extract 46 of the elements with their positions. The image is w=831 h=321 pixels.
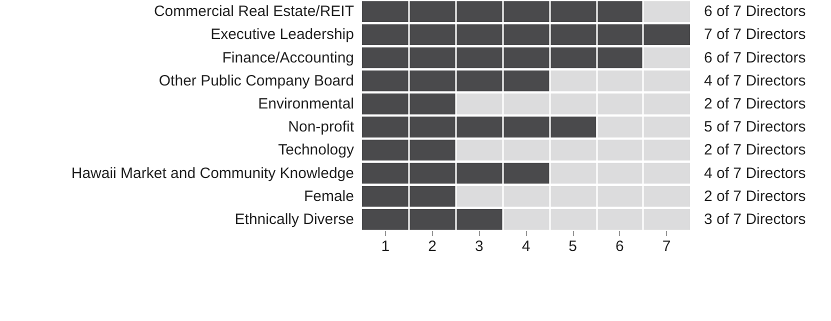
data-label: 5 of 7 Directors (704, 118, 806, 136)
bar (362, 70, 550, 92)
data-label: 6 of 7 Directors (704, 49, 806, 66)
bar (362, 1, 644, 22)
bar (362, 140, 456, 161)
bar (362, 24, 690, 46)
y-tick-label: Female (304, 188, 354, 205)
data-label: 7 of 7 Directors (704, 26, 806, 44)
x-tick-label: 5 (568, 238, 578, 255)
bar (643, 1, 690, 22)
bar (456, 186, 690, 207)
x-tick-label: 3 (474, 238, 484, 255)
bar (362, 186, 456, 207)
x-tick-label: 7 (662, 238, 671, 255)
data-label: 2 of 7 Directors (704, 142, 806, 159)
y-tick-label: Executive Leadership (210, 26, 354, 44)
bar (362, 116, 596, 138)
y-tick-label: Other Public Company Board (158, 72, 354, 90)
data-label: 2 of 7 Directors (704, 95, 806, 112)
bar (596, 116, 690, 138)
data-label: 3 of 7 Directors (704, 210, 806, 228)
y-tick-label: Hawaii Market and Community Knowledge (71, 164, 354, 182)
bar (362, 209, 503, 230)
bar (362, 47, 644, 68)
y-tick-label: Environmental (258, 95, 354, 112)
x-tick-label: 2 (428, 238, 436, 255)
bar (502, 209, 690, 230)
bar (549, 70, 690, 92)
bar (549, 162, 690, 184)
x-tick-label: 6 (616, 238, 624, 255)
y-tick-label: Finance/Accounting (222, 49, 354, 66)
y-tick-label: Non-profit (288, 118, 355, 136)
bar (456, 94, 690, 114)
bar (456, 140, 690, 161)
bar (362, 94, 456, 114)
y-tick-label: Ethnically Diverse (234, 210, 354, 228)
data-label: 4 of 7 Directors (704, 72, 806, 90)
data-label: 6 of 7 Directors (704, 3, 806, 20)
y-tick-label: Technology (278, 142, 354, 159)
data-label: 4 of 7 Directors (704, 164, 806, 182)
data-label: 2 of 7 Directors (704, 188, 806, 205)
bar (362, 162, 550, 184)
x-tick-label: 1 (381, 238, 390, 255)
bar (643, 47, 690, 68)
x-tick-label: 4 (522, 238, 530, 255)
y-tick-label: Commercial Real Estate/REIT (154, 3, 354, 20)
